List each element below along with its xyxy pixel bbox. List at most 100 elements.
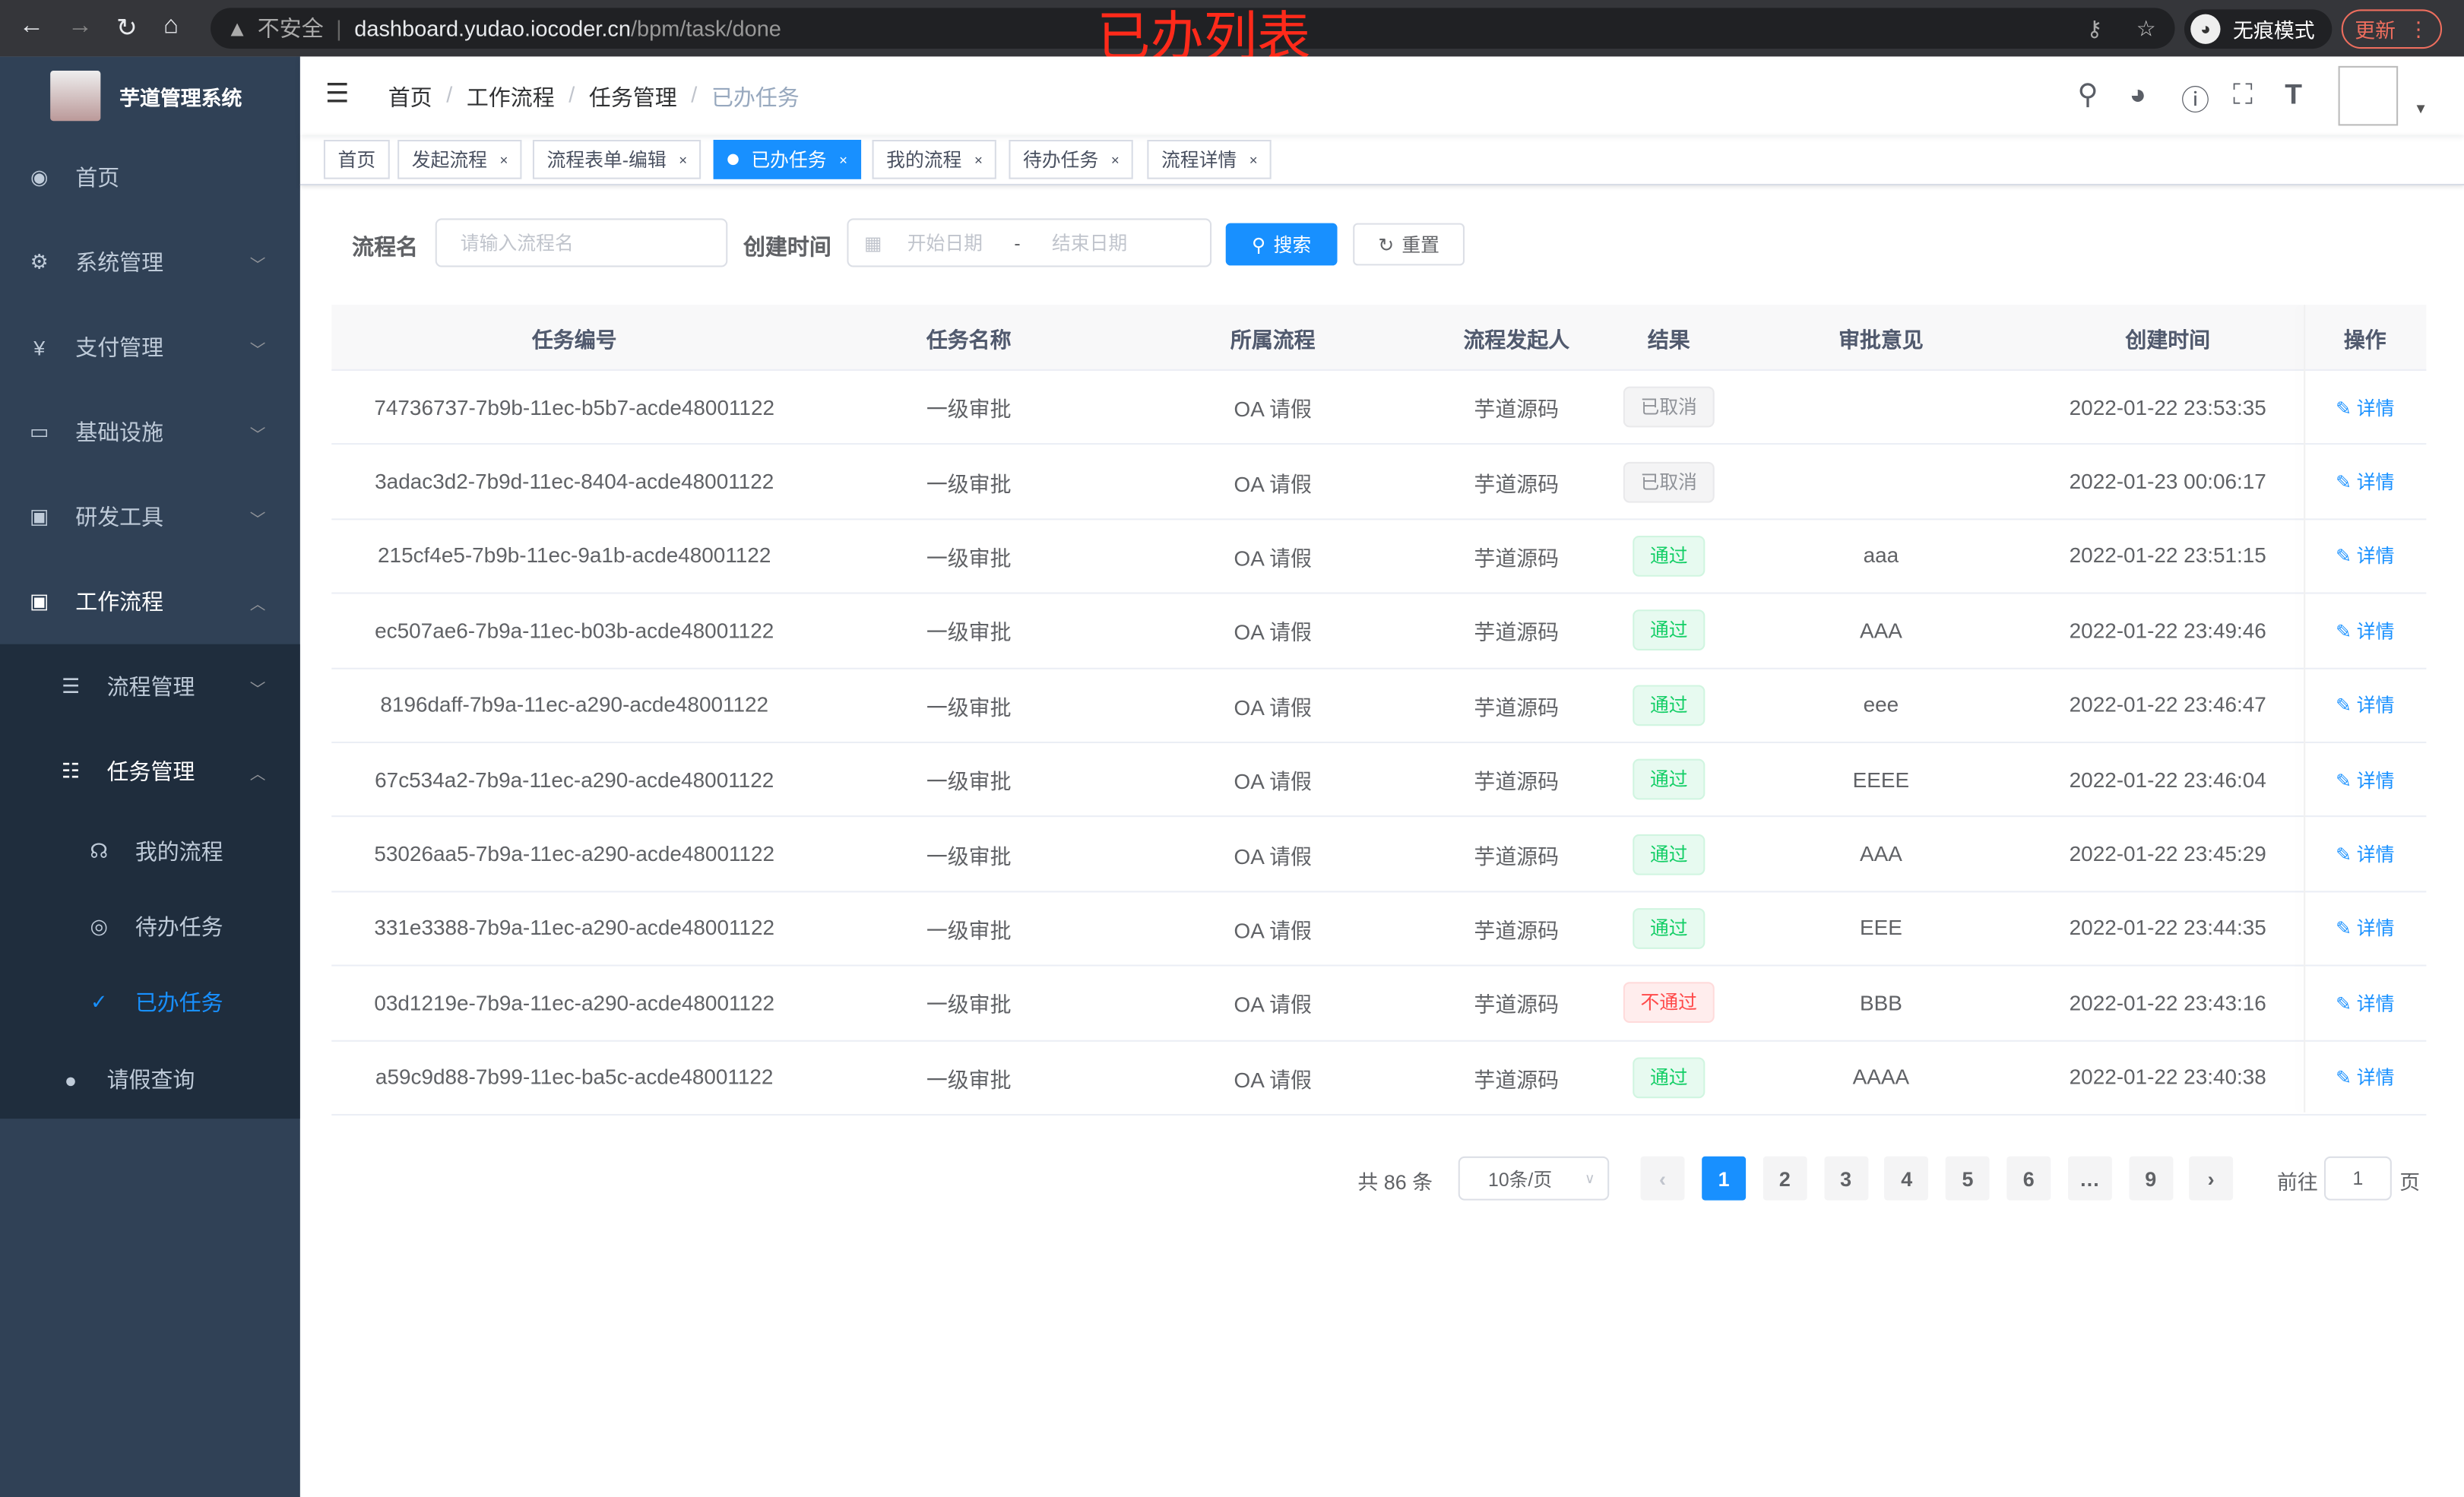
breadcrumb-item[interactable]: 任务管理 [588, 84, 677, 110]
sidebar-item-home[interactable]: ◉ 首页 [0, 135, 300, 220]
process-name-input[interactable]: 请输入流程名 [435, 218, 728, 267]
breadcrumb-item[interactable]: 工作流程 [466, 84, 555, 110]
refresh-icon: ↻ [1378, 233, 1394, 255]
logo[interactable]: 芋道管理系统 [0, 56, 300, 135]
detail-button[interactable]: ✎ 详情 [2304, 617, 2426, 644]
update-button[interactable]: 更新 ⋮ [2341, 9, 2443, 49]
sidebar-item-tools[interactable]: ▣ 研发工具 ﹀ [0, 474, 300, 559]
close-icon[interactable]: × [679, 151, 688, 168]
tag-todo[interactable]: 待办任务 × [1009, 140, 1134, 179]
tag-home[interactable]: 首页 [323, 140, 390, 179]
comment-cell: BBB [1859, 991, 1902, 1015]
close-icon[interactable]: × [499, 151, 508, 168]
close-icon[interactable]: × [839, 151, 848, 168]
search-icon[interactable]: ⚲ [2077, 78, 2098, 110]
tag-label: 首页 [337, 149, 376, 172]
table-row: 215cf4e5-7b9b-11ec-9a1b-acde48001122 一级审批… [331, 520, 2427, 594]
sidebar-item-model[interactable]: ☰ 流程管理 ﹀ [0, 644, 300, 730]
page-button[interactable]: 9 [2128, 1156, 2173, 1201]
sidebar-item-todo[interactable]: ◎ 待办任务 [0, 889, 300, 964]
close-icon[interactable]: × [1110, 151, 1120, 168]
page-button[interactable]: … [2067, 1156, 2112, 1201]
result-cell: 已取消 [1607, 461, 1730, 502]
tag-start-process[interactable]: 发起流程 × [397, 140, 523, 179]
tag-done[interactable]: 已办任务 × [713, 140, 862, 179]
comment-cell: AAA [1859, 619, 1902, 643]
tag-form-edit[interactable]: 流程表单-编辑 × [532, 140, 702, 179]
avatar[interactable] [2338, 65, 2399, 126]
sidebar-item-done[interactable]: ✓ 已办任务 [0, 965, 300, 1040]
detail-button[interactable]: ✎ 详情 [2304, 915, 2426, 942]
sidebar-item-pay[interactable]: ¥ 支付管理 ﹀ [0, 305, 300, 390]
next-page-button[interactable]: › [2189, 1156, 2234, 1201]
github-icon[interactable]: ◕ [2129, 78, 2147, 110]
edit-icon: ✎ [2336, 397, 2357, 419]
sidebar-item-my-process[interactable]: ☊ 我的流程 [0, 814, 300, 889]
back-icon[interactable]: ← [18, 12, 44, 40]
sidebar-item-bpm[interactable]: ▣ 工作流程 ︿ [0, 559, 300, 644]
detail-button[interactable]: ✎ 详情 [2304, 543, 2426, 569]
page-size-select[interactable]: 10条/页 ∨ [1458, 1156, 1610, 1201]
page-button[interactable]: 5 [1946, 1156, 1990, 1201]
tag-my-process[interactable]: 我的流程 × [872, 140, 997, 179]
status-badge: 通过 [1633, 1057, 1705, 1098]
id-cell: 331e3388-7b9a-11ec-a290-acde48001122 [374, 916, 775, 941]
sidebar-item-task[interactable]: ☷ 任务管理 ︿ [0, 729, 300, 814]
reload-icon[interactable]: ↻ [116, 15, 138, 43]
prev-page-button[interactable]: ‹ [1640, 1156, 1685, 1201]
font-size-icon[interactable]: T [2285, 78, 2303, 110]
close-icon[interactable]: × [1249, 151, 1258, 168]
process-cell: OA 请假 [1234, 621, 1312, 645]
logo-image [50, 71, 101, 122]
sidebar-item-label: 我的流程 [135, 839, 223, 865]
detail-button[interactable]: ✎ 详情 [2304, 766, 2426, 793]
home-icon[interactable]: ⌂ [163, 12, 179, 40]
incognito-badge[interactable]: ◕ 无痕模式 [2184, 9, 2333, 49]
eye-icon: ◎ [90, 914, 108, 938]
hamburger-icon[interactable]: ☰ [325, 78, 350, 109]
help-icon[interactable]: ⓘ [2181, 84, 2210, 117]
table-row: 53026aa5-7b9a-11ec-a290-acde48001122 一级审批… [331, 818, 2427, 892]
address-bar[interactable]: ▲ 不安全 | dashboard.yudao.iocoder.cn/bpm/t… [211, 8, 2175, 49]
page-button[interactable]: 2 [1762, 1156, 1807, 1201]
key-icon[interactable]: ⚷ [2086, 14, 2103, 40]
page-button[interactable]: 6 [2006, 1156, 2051, 1201]
detail-button[interactable]: ✎ 详情 [2304, 468, 2426, 495]
incognito-icon: ◕ [2190, 14, 2221, 44]
detail-label: 详情 [2356, 620, 2395, 643]
breadcrumb-item[interactable]: 首页 [388, 84, 432, 110]
detail-button[interactable]: ✎ 详情 [2304, 692, 2426, 718]
detail-label: 详情 [2356, 695, 2395, 717]
sidebar-item-infra[interactable]: ▭ 基础设施 ﹀ [0, 390, 300, 475]
search-button[interactable]: ⚲ 搜索 [1225, 223, 1338, 266]
detail-button[interactable]: ✎ 详情 [2304, 989, 2426, 1016]
chevron-down-icon: ∨ [1584, 1169, 1595, 1186]
sidebar-item-system[interactable]: ⚙ 系统管理 ﹀ [0, 220, 300, 305]
page-button[interactable]: 4 [1884, 1156, 1929, 1201]
caret-down-icon[interactable]: ▼ [2413, 100, 2428, 117]
tags-view: 首页 发起流程 × 流程表单-编辑 × 已办任务 × 我的流程 × 待办任务 × 流程详情… [299, 135, 2464, 185]
tree-table-icon: ☰ [61, 674, 81, 698]
detail-label: 详情 [2356, 843, 2395, 866]
fullscreen-icon[interactable]: ⛶ [2233, 78, 2253, 110]
close-icon[interactable]: × [974, 151, 983, 168]
detail-button[interactable]: ✎ 详情 [2304, 840, 2426, 867]
date-range-picker[interactable]: ▦ 开始日期 - 结束日期 [847, 218, 1212, 267]
detail-button[interactable]: ✎ 详情 [2304, 394, 2426, 420]
page-button[interactable]: 1 [1702, 1156, 1747, 1201]
page-button[interactable]: 3 [1823, 1156, 1868, 1201]
tag-process-detail[interactable]: 流程详情 × [1147, 140, 1272, 179]
result-cell: 通过 [1607, 685, 1730, 726]
goto-page-input[interactable]: 1 [2323, 1156, 2392, 1201]
time-cell: 2022-01-22 23:51:15 [2069, 544, 2266, 568]
chevron-down-icon: ﹀ [249, 511, 266, 529]
starter-cell: 芋道源码 [1474, 397, 1560, 422]
starter-cell: 芋道源码 [1474, 993, 1560, 1018]
detail-button[interactable]: ✎ 详情 [2304, 1064, 2426, 1090]
reset-button[interactable]: ↻ 重置 [1353, 223, 1465, 266]
forward-icon[interactable]: → [67, 12, 93, 40]
table-row: 8196daff-7b9a-11ec-a290-acde48001122 一级审批… [331, 669, 2427, 743]
star-icon[interactable]: ☆ [2136, 14, 2156, 40]
sidebar-item-leave[interactable]: ● 请假查询 [0, 1040, 300, 1119]
sidebar-item-label: 任务管理 [106, 758, 195, 784]
